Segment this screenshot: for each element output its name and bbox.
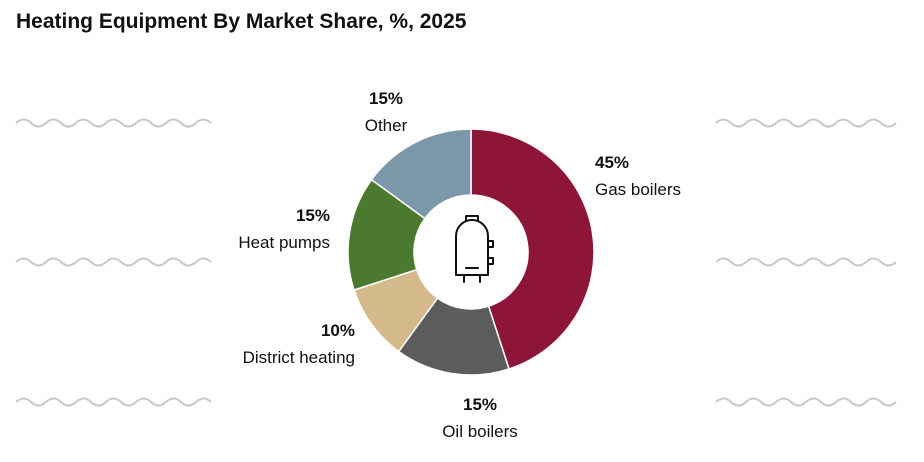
decorative-waves bbox=[15, 118, 897, 407]
category-label: District heating bbox=[243, 348, 355, 367]
category-label: Gas boilers bbox=[595, 180, 681, 199]
category-label: Oil boilers bbox=[442, 422, 518, 441]
value-label: 15% bbox=[369, 89, 403, 108]
wedge bbox=[370, 128, 472, 220]
category-label: Other bbox=[365, 116, 408, 135]
value-label: 15% bbox=[463, 395, 497, 414]
wedge bbox=[470, 128, 595, 370]
category-label: Heat pumps bbox=[238, 233, 330, 252]
value-label: 10% bbox=[321, 321, 355, 340]
value-label: 15% bbox=[296, 206, 330, 225]
value-label: 45% bbox=[595, 153, 629, 172]
boiler-icon bbox=[455, 215, 494, 283]
donut bbox=[347, 128, 595, 376]
chart-title: Heating Equipment By Market Share, %, 20… bbox=[16, 10, 467, 33]
